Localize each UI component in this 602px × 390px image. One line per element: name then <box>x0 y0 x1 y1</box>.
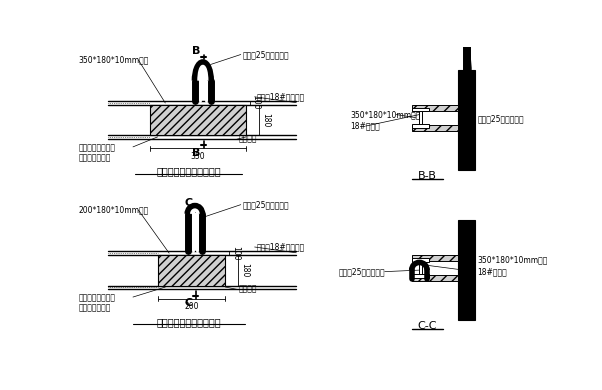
Bar <box>462 39 470 70</box>
Text: B: B <box>192 46 200 57</box>
Bar <box>412 124 458 131</box>
Text: 主梁（18#工字钢）: 主梁（18#工字钢） <box>256 92 305 101</box>
Text: 180: 180 <box>261 113 270 127</box>
Text: 吊环（25圆钢制作）: 吊环（25圆钢制作） <box>477 114 524 123</box>
Text: 100: 100 <box>252 96 261 110</box>
Text: 18#工字钢: 18#工字钢 <box>477 267 507 276</box>
Bar <box>412 105 458 111</box>
Text: 350*180*10mm铁板: 350*180*10mm铁板 <box>78 55 149 64</box>
Text: 双面焊接: 双面焊接 <box>238 135 257 144</box>
Bar <box>420 111 423 124</box>
Text: 350: 350 <box>191 152 205 161</box>
Text: C: C <box>184 298 193 308</box>
Text: 起吊点与主梁连接节点图: 起吊点与主梁连接节点图 <box>156 317 221 327</box>
Bar <box>412 274 429 278</box>
Bar <box>412 108 429 112</box>
Bar <box>158 255 225 285</box>
Bar <box>412 275 458 281</box>
Text: 圆钢弯折至工字钢
底部并双面焊接: 圆钢弯折至工字钢 底部并双面焊接 <box>78 143 116 163</box>
Bar <box>458 70 475 170</box>
Text: 200: 200 <box>184 302 199 312</box>
Text: 圆钢弯折至工字钢
底部并双面焊接: 圆钢弯折至工字钢 底部并双面焊接 <box>78 293 116 313</box>
Text: 200*180*10mm铁板: 200*180*10mm铁板 <box>78 206 149 214</box>
Bar <box>420 261 423 275</box>
Text: C-C: C-C <box>417 321 437 331</box>
Bar <box>412 255 458 261</box>
Text: 吊环（25圆钢制作）: 吊环（25圆钢制作） <box>242 200 289 209</box>
Text: 18#工字钢: 18#工字钢 <box>350 122 380 131</box>
Text: 双面焊接: 双面焊接 <box>238 285 257 294</box>
Text: 180: 180 <box>240 263 249 277</box>
Text: 吊环（25圆钢制作）: 吊环（25圆钢制作） <box>242 50 289 59</box>
Bar <box>150 105 246 135</box>
Text: 100: 100 <box>231 246 240 260</box>
Text: C: C <box>184 198 193 208</box>
Text: B-B: B-B <box>418 171 436 181</box>
Bar <box>412 124 429 128</box>
Text: 主梁（18#工字钢）: 主梁（18#工字钢） <box>256 243 305 252</box>
Text: 拉结点与主梁连接节点图: 拉结点与主梁连接节点图 <box>156 167 221 177</box>
Text: 350*180*10mm铁板: 350*180*10mm铁板 <box>477 255 548 264</box>
Text: 350*180*10mm铁板: 350*180*10mm铁板 <box>350 110 420 119</box>
Text: 吊环（25圆钢制作）: 吊环（25圆钢制作） <box>338 267 385 276</box>
Text: B: B <box>192 148 200 158</box>
Bar <box>412 258 429 262</box>
Bar <box>458 220 475 320</box>
